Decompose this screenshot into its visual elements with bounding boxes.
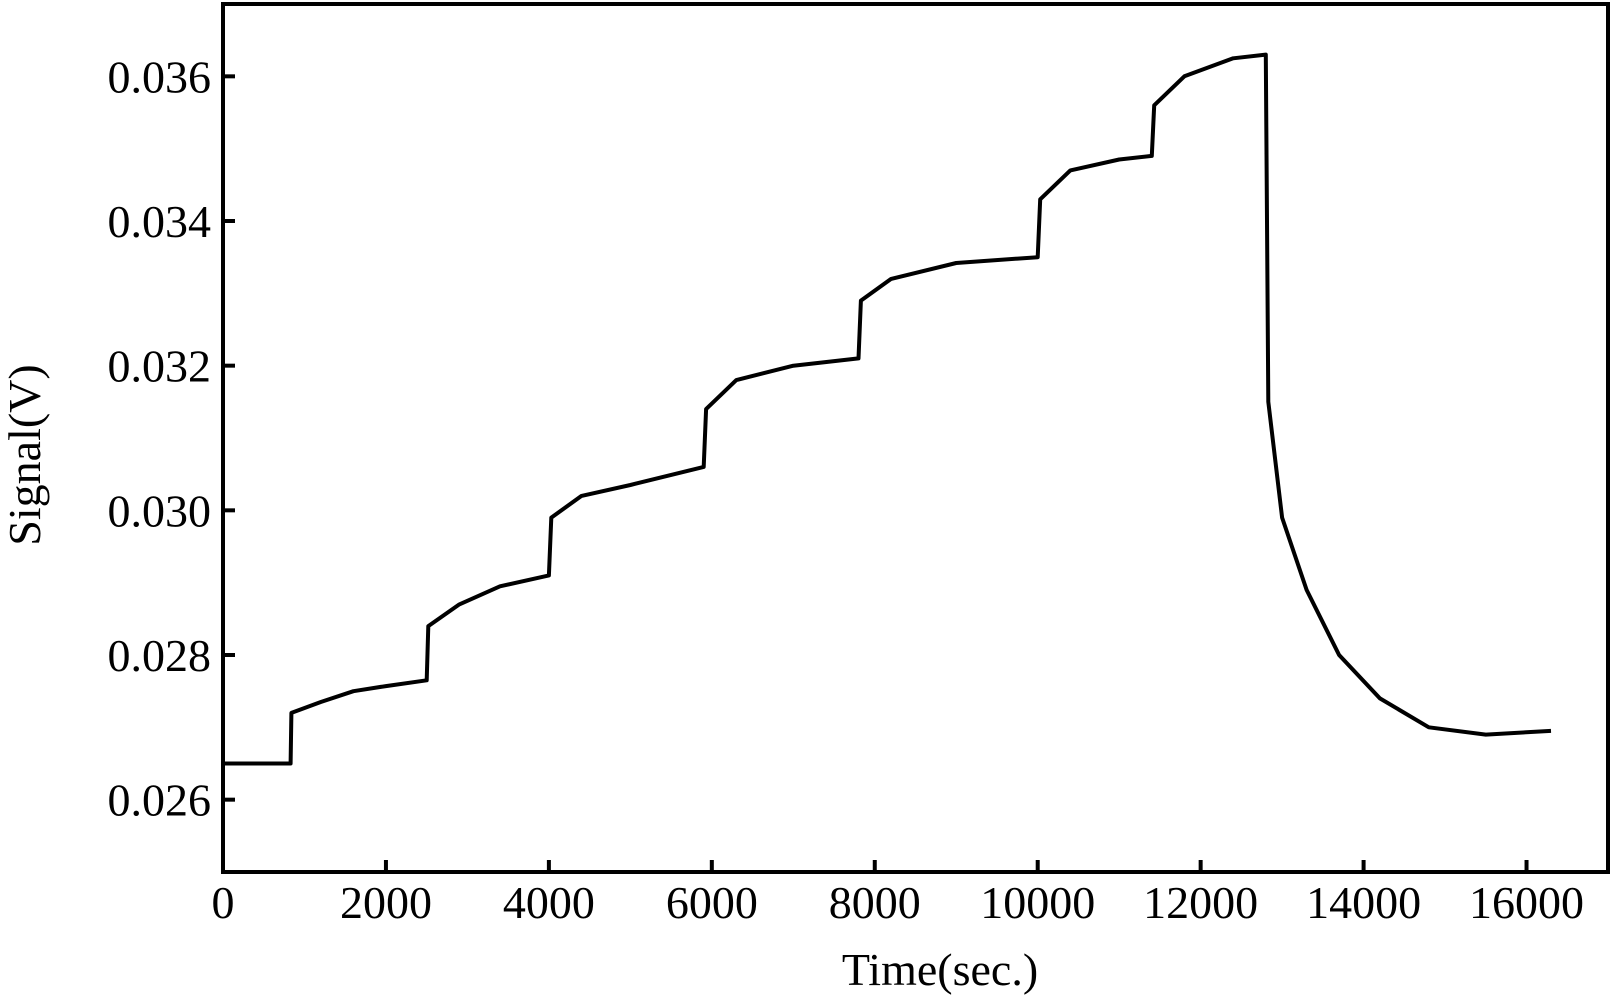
x-tick-label: 8000 [829,877,921,928]
plot-frame [221,2,1610,874]
x-tick-label: 2000 [340,877,432,928]
x-axis-label: Time(sec.) [842,944,1038,995]
y-tick-label: 0.036 [108,51,212,102]
x-tick-label: 16000 [1469,877,1584,928]
y-tick-label: 0.028 [108,630,212,681]
x-tick-label: 4000 [503,877,595,928]
signal-line [223,52,1552,766]
y-tick-label: 0.026 [108,775,212,826]
x-tick-label: 6000 [666,877,758,928]
x-tick-label: 10000 [980,877,1095,928]
y-tick-label: 0.032 [108,341,212,392]
x-tick-label: 0 [212,877,235,928]
y-axis-label: Signal(V) [0,364,50,545]
y-tick-label: 0.034 [108,196,212,247]
x-tick-label: 14000 [1306,877,1421,928]
x-tick-label: 12000 [1143,877,1258,928]
y-tick-label: 0.030 [108,485,212,536]
